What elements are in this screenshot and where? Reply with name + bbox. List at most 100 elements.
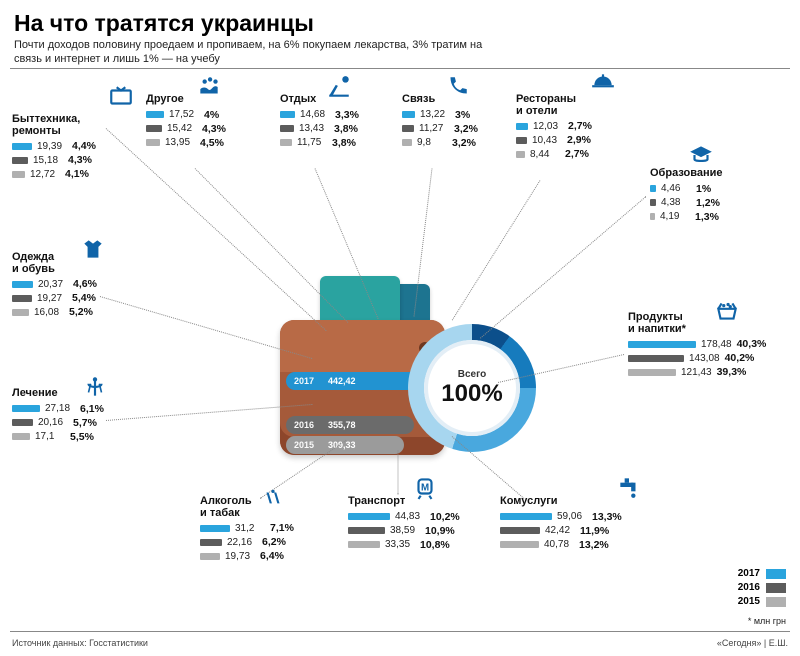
percent-label: 4,3%: [68, 154, 92, 166]
data-row: 17,15,5%: [12, 431, 104, 443]
dome-icon: [590, 70, 616, 96]
value-label: 20,16: [38, 417, 68, 428]
value-label: 12,03: [533, 121, 563, 132]
ring-percent: 100%: [441, 380, 502, 408]
data-row: 13,223%: [402, 109, 494, 121]
legend-swatch: [766, 569, 786, 579]
data-row: 8,44 2,7%: [516, 148, 608, 160]
legend-swatch: [766, 597, 786, 607]
data-row: 20,374,6%: [12, 278, 104, 290]
legend-row: 2016: [738, 582, 786, 593]
category-appliances: Быттехника,ремонты19,394,4%15,184,3%12,7…: [12, 114, 104, 182]
percent-label: 1,3%: [695, 211, 719, 223]
leader-line: [106, 128, 327, 331]
category-other: Другое 17,524% 15,424,3% 13,95 4,5%: [146, 94, 238, 151]
data-row: 4,191,3%: [650, 211, 742, 223]
data-row: 31,2 7,1%: [200, 522, 294, 534]
ring-label: Всего: [458, 369, 487, 380]
value-label: 19,27: [37, 293, 67, 304]
percent-label: 6,4%: [260, 550, 284, 562]
percent-label: 4,4%: [72, 140, 96, 152]
percent-label: 11,9%: [580, 525, 609, 537]
data-row: 40,7813,2%: [500, 539, 622, 551]
percent-label: 1,2%: [696, 197, 720, 209]
value-label: 19,39: [37, 141, 67, 152]
percent-label: 2,7%: [565, 148, 589, 160]
percent-label: 10,8%: [420, 539, 450, 551]
data-row: 59,06 13,3%: [500, 511, 622, 523]
percent-label: 2,9%: [567, 134, 591, 146]
page-title: На что тратятся украинцы: [14, 10, 786, 37]
percent-label: 3,8%: [334, 123, 358, 135]
data-row: 17,524%: [146, 109, 238, 121]
value-label: 12,72: [30, 169, 60, 180]
shirt-icon: [80, 236, 106, 262]
tv-icon: [108, 84, 134, 110]
value-label: 121,43: [681, 367, 712, 378]
category-title: Продуктыи напитки*: [628, 312, 766, 335]
percent-label: 40,2%: [725, 352, 755, 364]
percent-label: 4,5%: [200, 137, 224, 149]
footnote: * млн грн: [748, 616, 786, 626]
category-title: Быттехника,ремонты: [12, 114, 104, 137]
value-label: 59,06: [557, 511, 587, 522]
wallet-year-2015: 2015 309,33: [286, 436, 404, 454]
percent-label: 3,2%: [454, 123, 478, 135]
category-food: Продуктыи напитки*178,4840,3%143,0840,2%…: [628, 312, 766, 380]
data-row: 4,461%: [650, 183, 742, 195]
percent-label: 5,2%: [69, 306, 93, 318]
percent-label: 10,9%: [425, 525, 455, 537]
tap-icon: [616, 474, 642, 500]
legend-year: 2016: [738, 582, 760, 593]
percent-label: 7,1%: [270, 522, 294, 534]
wallet-year-2016: 2016 355,78: [286, 416, 414, 434]
data-row: 9,8 3,2%: [402, 137, 494, 149]
value-label: 13,95: [165, 137, 195, 148]
value-label: 33,35: [385, 539, 415, 550]
percent-label: 3,2%: [452, 137, 476, 149]
value-label: 17,52: [169, 109, 199, 120]
category-title: Комуслуги: [500, 496, 622, 508]
data-row: 4,381,2%: [650, 197, 742, 209]
value-label: 178,48: [701, 339, 732, 350]
value-label: 27,18: [45, 403, 75, 414]
value-label: 8,44: [530, 149, 560, 160]
value-label: 16,08: [34, 307, 64, 318]
percent-label: 5,5%: [70, 431, 94, 443]
data-row: 27,18 6,1%: [12, 403, 104, 415]
data-row: 12,724,1%: [12, 168, 104, 180]
percent-label: 39,3%: [717, 366, 747, 378]
percent-label: 4,3%: [202, 123, 226, 135]
percent-label: 13,3%: [592, 511, 622, 523]
category-title: Транспорт: [348, 496, 460, 508]
value-label: 31,2: [235, 523, 265, 534]
phone-icon: [444, 74, 470, 100]
value-label: 38,59: [390, 525, 420, 536]
total-ring: Всего 100%: [408, 324, 536, 452]
percent-label: 6,1%: [80, 403, 104, 415]
basket-icon: [714, 298, 740, 324]
leader-line: [480, 196, 647, 339]
credit-label: «Сегодня» | Е.Ш.: [717, 638, 788, 648]
value-label: 9,8: [417, 137, 447, 148]
value-label: 11,27: [419, 123, 449, 134]
medical-icon: [82, 374, 108, 400]
category-utilities: Комуслуги 59,06 13,3% 42,42 11,9% 40,7813,2%: [500, 496, 622, 553]
data-row: 15,424,3%: [146, 123, 238, 135]
value-label: 14,68: [300, 109, 330, 120]
category-restaurants: Рестораныи отели12,032,7%10,432,9%8,442,…: [516, 94, 608, 162]
data-row: 38,59 10,9%: [348, 525, 460, 537]
value-label: 20,37: [38, 279, 68, 290]
category-alcohol: Алкогольи табак31,27,1%22,166,2%19,736,4…: [200, 496, 294, 564]
legend-year: 2015: [738, 596, 760, 607]
category-education: Образование4,461%4,381,2%4,191,3%: [650, 168, 742, 225]
legend-year: 2017: [738, 568, 760, 579]
value-label: 10,43: [532, 135, 562, 146]
category-title: Другое: [146, 94, 238, 106]
data-row: 20,165,7%: [12, 417, 104, 429]
category-transport: MТранспорт44,8310,2%38,5910,9%33,3510,8%: [348, 496, 460, 553]
value-label: 42,42: [545, 525, 575, 536]
svg-text:M: M: [421, 482, 429, 493]
data-row: 44,8310,2%: [348, 511, 460, 523]
value-label: 19,73: [225, 551, 255, 562]
